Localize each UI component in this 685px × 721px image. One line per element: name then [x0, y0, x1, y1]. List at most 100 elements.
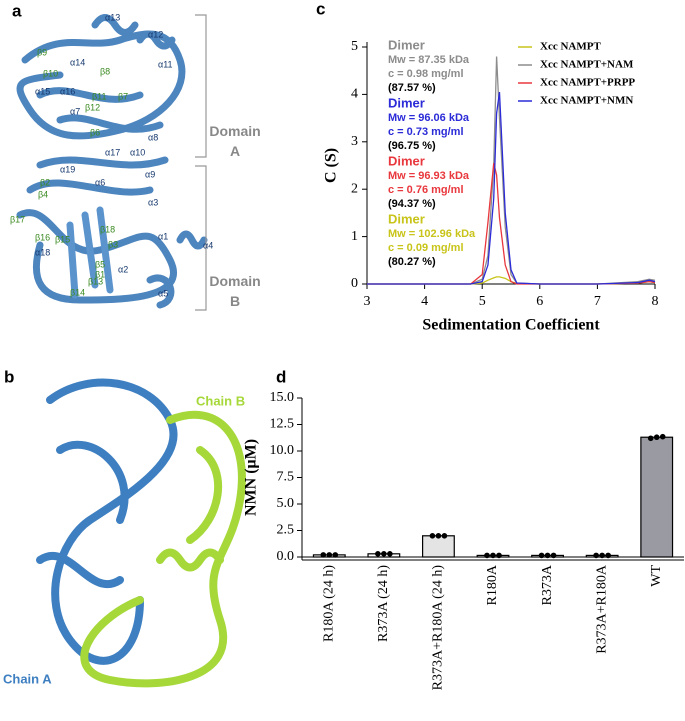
- sse-label: β13: [88, 276, 103, 286]
- y-axis-label: NMN (μM): [243, 439, 260, 516]
- data-point: [320, 552, 327, 558]
- data-point: [429, 533, 436, 539]
- y-tick-label: 5: [351, 39, 358, 54]
- x-axis-label: Sedimentation Coefficient: [422, 317, 600, 334]
- sse-label: α14: [70, 57, 85, 67]
- y-axis-label: C (S): [323, 148, 340, 183]
- legend-label: Xcc NAMPT: [540, 41, 601, 53]
- chain-label: Chain B: [196, 393, 245, 408]
- annotation: Dimer: [388, 37, 425, 52]
- sse-label: α13: [105, 12, 120, 22]
- sse-label: α16: [60, 86, 75, 96]
- y-tick-label: 0: [351, 276, 358, 291]
- y-tick-label: 2: [351, 181, 358, 196]
- annotation: Dimer: [388, 153, 425, 168]
- sse-label: α2: [118, 264, 128, 274]
- y-tick-label: 0.0: [277, 549, 295, 564]
- sse-label: α5: [158, 288, 168, 298]
- data-point: [332, 552, 339, 558]
- sse-label: β14: [70, 287, 85, 297]
- annotation: Mw = 87.35 kDa: [388, 54, 470, 66]
- annotation: (94.37 %): [388, 198, 436, 210]
- panel-label: b: [4, 367, 14, 386]
- annotation: Mw = 96.06 kDa: [388, 112, 470, 124]
- line: [367, 91, 656, 285]
- y-tick-label: 1: [351, 229, 358, 244]
- data-point: [381, 551, 387, 557]
- annotation: Dimer: [388, 95, 425, 110]
- sse-label: β9: [37, 47, 47, 57]
- sse-label: β2: [40, 177, 50, 187]
- y-tick-label: 2.5: [277, 523, 295, 538]
- data-point: [435, 533, 442, 539]
- annotation: Dimer: [388, 211, 425, 226]
- sse-label: β3: [108, 239, 118, 249]
- sse-label: α1: [158, 231, 168, 241]
- sse-label: α18: [35, 247, 50, 257]
- panel-label: a: [12, 1, 22, 20]
- sse-label: α8: [148, 132, 158, 142]
- sse-label: β1: [95, 269, 105, 279]
- panel-label: c: [316, 0, 325, 18]
- annotation: c = 0.98 mg/ml: [388, 68, 464, 80]
- y-tick-label: 3: [351, 134, 358, 149]
- sse-label: β15: [55, 234, 70, 244]
- sse-label: α4: [203, 240, 213, 250]
- annotation: c = 0.76 mg/ml: [388, 184, 464, 196]
- annotation: (96.75 %): [388, 140, 436, 152]
- x-tick-label: R180A: [485, 564, 500, 605]
- x-tick-label: 8: [652, 294, 659, 309]
- legend-label: Xcc NAMPT+NMN: [540, 95, 633, 107]
- x-tick-label: 6: [536, 294, 543, 309]
- sse-label: α6: [95, 177, 105, 187]
- sse-label: α15: [35, 86, 50, 96]
- bracket: [195, 14, 207, 311]
- sse-label: β12: [85, 102, 100, 112]
- data-point: [441, 533, 448, 539]
- structure-b: [36, 378, 246, 688]
- data-point: [490, 552, 496, 559]
- annotation: c = 0.09 mg/ml: [388, 242, 464, 254]
- x-tick-label: 7: [594, 294, 601, 309]
- x-tick-label: R373A: [540, 564, 555, 605]
- y-tick-label: 5.0: [277, 496, 295, 511]
- domain-label: Domain A: [209, 123, 260, 159]
- y-tick-label: 10.0: [270, 443, 295, 458]
- sse-label: β10: [43, 68, 58, 78]
- data-point: [550, 552, 557, 559]
- data-point: [496, 552, 502, 559]
- panel-label: d: [276, 367, 286, 386]
- data-point: [544, 552, 551, 559]
- data-point: [593, 552, 599, 559]
- sse-label: β8: [100, 66, 110, 76]
- data-point: [653, 434, 660, 441]
- sse-label: β7: [118, 91, 128, 101]
- sse-label: β11: [92, 91, 107, 101]
- data-point: [326, 552, 333, 558]
- annotation: (87.57 %): [388, 82, 436, 94]
- data-point: [375, 551, 381, 557]
- x-tick-label: R180A (24 h): [322, 565, 337, 642]
- x-tick-label: 3: [364, 294, 371, 309]
- sse-label: β17: [10, 214, 25, 224]
- sse-label: α7: [70, 106, 80, 116]
- sse-label: β6: [90, 127, 100, 137]
- x-tick-label: 4: [421, 294, 428, 309]
- x-tick-label: 5: [479, 294, 486, 309]
- bar: [422, 535, 455, 558]
- sse-label: β5: [95, 259, 105, 269]
- sse-label: α17: [105, 147, 120, 157]
- data-point: [484, 552, 490, 559]
- x-tick-label: WT: [649, 565, 664, 587]
- y-tick-label: 7.5: [277, 470, 295, 485]
- sse-label: β16: [35, 232, 50, 242]
- annotation: Mw = 96.93 kDa: [388, 170, 470, 182]
- legend-label: Xcc NAMPT+NAM: [540, 59, 634, 71]
- bar: [640, 436, 674, 558]
- annotation: Mw = 102.96 kDa: [388, 228, 476, 240]
- y-tick-label: 4: [351, 87, 358, 102]
- sse-label: β18: [100, 224, 115, 234]
- structure-a: [16, 14, 208, 309]
- x-tick-label: R373A+R180A (24 h): [431, 565, 446, 691]
